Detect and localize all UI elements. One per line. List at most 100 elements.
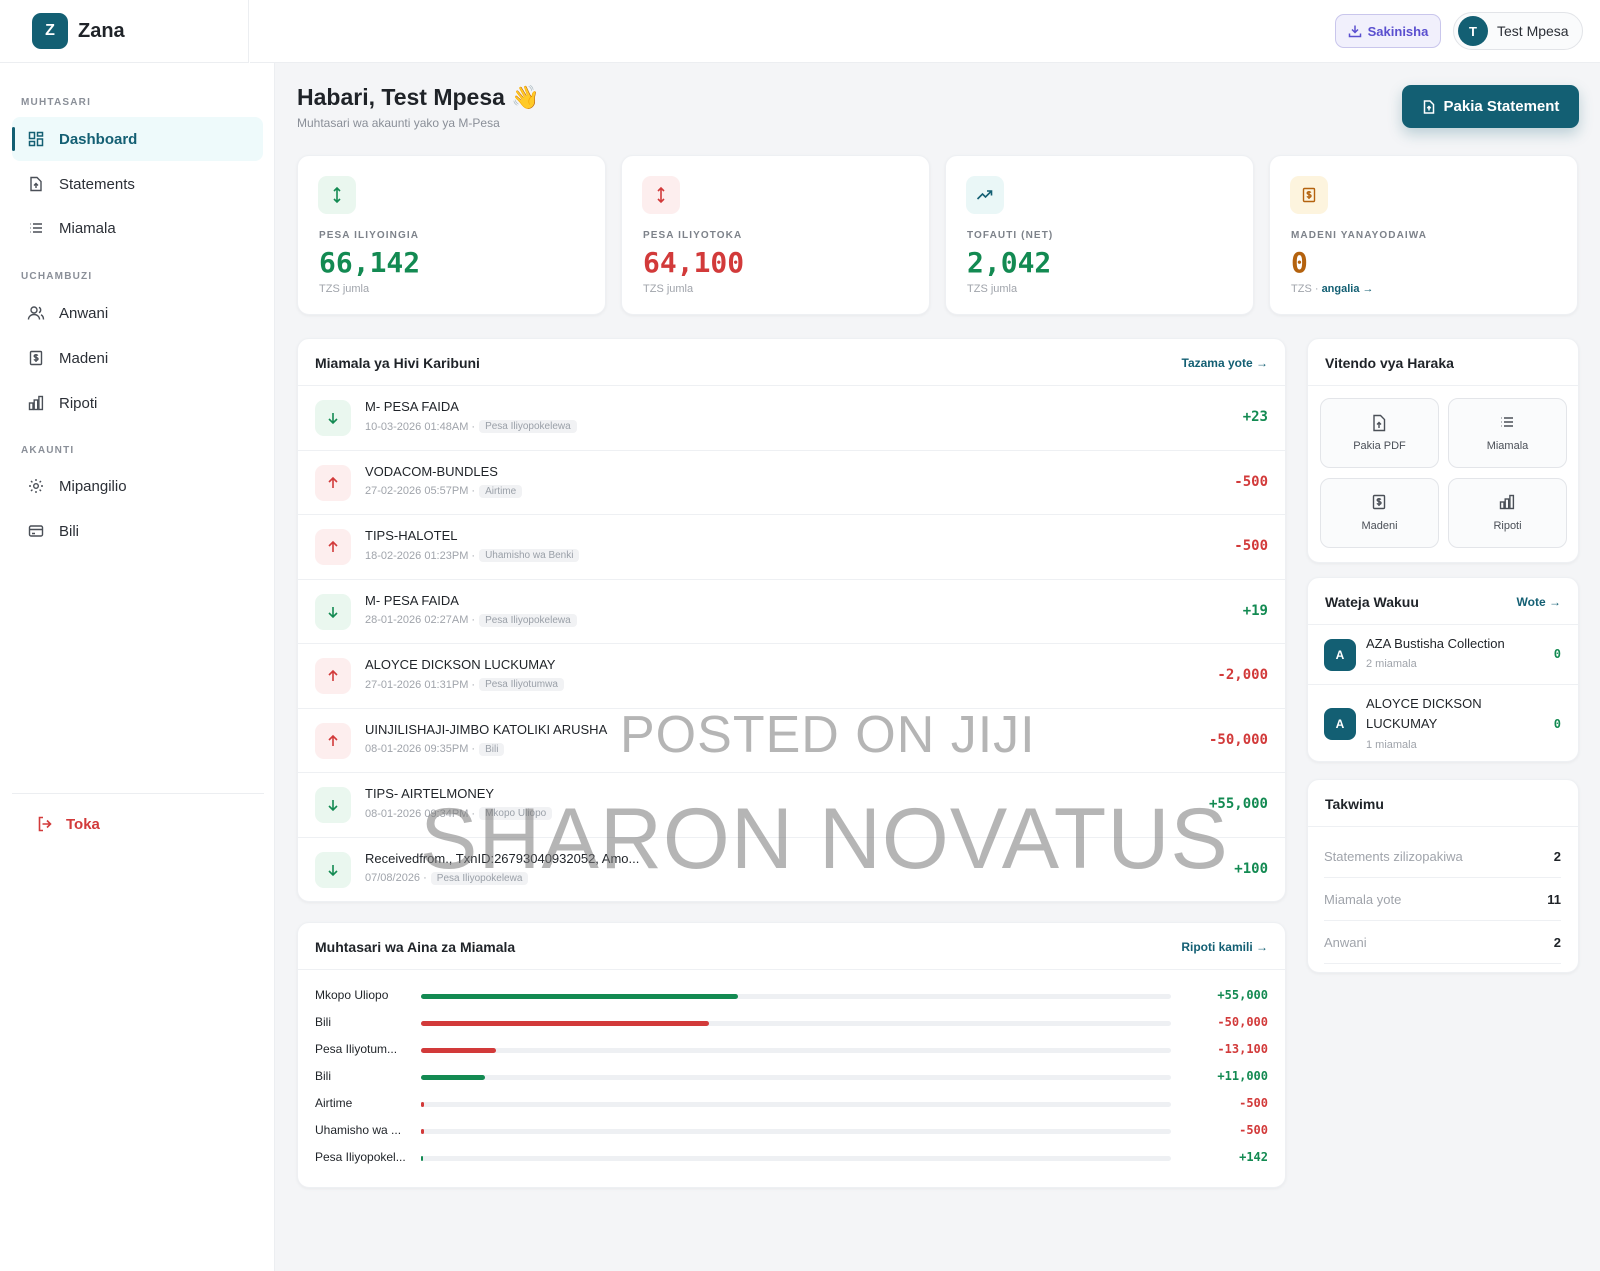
- transactions-button[interactable]: Miamala: [1448, 398, 1567, 468]
- summary-value: -13,100: [1217, 1042, 1268, 1056]
- sidebar-item-label: Mipangilio: [59, 477, 127, 495]
- arrow-up-icon: [315, 722, 351, 759]
- stat-card-outflow: PESA ILIYOTOKA 64,100 TZS jumla: [621, 155, 930, 315]
- brand[interactable]: Z Zana: [0, 0, 249, 63]
- summary-value: +142: [1239, 1150, 1268, 1164]
- stat-row-label: Anwani: [1324, 935, 1367, 950]
- sidebar-item-bili[interactable]: Bili: [12, 509, 263, 553]
- transaction-name: TIPS-HALOTEL: [365, 528, 458, 543]
- category-badge: Pesa Iliyotumwa: [479, 678, 564, 691]
- reports-button[interactable]: Ripoti: [1448, 478, 1567, 548]
- logout-label: Toka: [66, 815, 100, 833]
- transaction-date: 27-01-2026 01:31PM ·: [365, 678, 476, 691]
- upload-statement-button[interactable]: Pakia Statement: [1402, 85, 1579, 128]
- nav-section-uchambuzi: UCHAMBUZI: [21, 271, 93, 282]
- summary-value: +11,000: [1217, 1069, 1268, 1083]
- sidebar-item-miamala[interactable]: Miamala: [12, 206, 263, 250]
- view-all-transactions-link[interactable]: Tazama yote →: [1181, 356, 1268, 370]
- avatar: A: [1324, 708, 1356, 740]
- top-clients-card: Wateja Wakuu Wote → A AZA Bustisha Colle…: [1307, 577, 1579, 762]
- card-title: Takwimu: [1325, 796, 1384, 812]
- table-row[interactable]: M- PESA FAIDA 28-01-2026 02:27AM · Pesa Il…: [298, 578, 1285, 643]
- bar-chart-icon: [1499, 494, 1517, 512]
- stat-row-value: 2: [1553, 849, 1561, 864]
- sidebar: Z Zana MUHTASARI Dashboard Statements Mi…: [0, 0, 275, 1271]
- progress-fill: [421, 1021, 709, 1026]
- sidebar-item-mipangilio[interactable]: Mipangilio: [12, 464, 263, 508]
- progress-fill: [421, 1075, 485, 1080]
- table-row[interactable]: M- PESA FAIDA 10-03-2026 01:48AM · Pesa Il…: [298, 385, 1285, 449]
- transaction-date: 28-01-2026 02:27AM ·: [365, 614, 476, 626]
- client-sub: 1 miamala: [1366, 739, 1417, 751]
- progress-fill: [421, 994, 738, 999]
- table-row[interactable]: UINJILISHAJI-JIMBO KATOLIKI ARUSHA 08-01-…: [298, 707, 1285, 772]
- logout-button[interactable]: Toka: [36, 815, 100, 833]
- user-name: Test Mpesa: [1497, 23, 1569, 39]
- arrow-down-icon: [315, 593, 351, 630]
- sidebar-item-ripoti[interactable]: Ripoti: [12, 381, 263, 425]
- sidebar-item-anwani[interactable]: Anwani: [12, 291, 263, 335]
- stat-note: TZS jumla: [967, 283, 1018, 295]
- table-row[interactable]: VODACOM-BUNDLES 27-02-2026 05:57PM · Airti…: [298, 449, 1285, 514]
- table-row[interactable]: Receivedfrom., TxnID:26793040932052, Amo…: [298, 836, 1285, 901]
- transaction-amount: +23: [1242, 409, 1268, 425]
- table-row[interactable]: ALOYCE DICKSON LUCKUMAY 27-01-2026 01:31P…: [298, 643, 1285, 707]
- sidebar-item-statements[interactable]: Statements: [12, 162, 263, 206]
- nav-section-muhtasari: MUHTASARI: [21, 97, 92, 108]
- arrows-vertical-icon: [642, 176, 680, 214]
- stat-label: PESA ILIYOINGIA: [319, 230, 420, 241]
- summary-value: -500: [1239, 1096, 1268, 1110]
- transaction-date: 18-02-2026 01:23PM ·: [365, 549, 476, 562]
- arrow-up-icon: [315, 529, 351, 565]
- sidebar-item-dashboard[interactable]: Dashboard: [12, 117, 263, 161]
- upload-statement-label: Pakia Statement: [1443, 98, 1560, 115]
- nav-section-akaunti: AKAUNTI: [21, 445, 75, 456]
- table-row[interactable]: TIPS- AIRTELMONEY 08-01-2026 09:34PM · Mko…: [298, 772, 1285, 836]
- view-debts-link[interactable]: angalia →: [1321, 283, 1374, 295]
- transaction-meta: 08-01-2026 09:35PM · Bili: [365, 742, 505, 756]
- client-value: 0: [1553, 717, 1561, 731]
- transaction-summary-card: Muhtasari wa Aina za Miamala Ripoti kami…: [297, 922, 1286, 1188]
- summary-value: -50,000: [1217, 1015, 1268, 1029]
- stat-label: TOFAUTI (NET): [967, 230, 1054, 241]
- category-badge: Mkopo Uliopo: [479, 807, 553, 820]
- stat-row-value: 2: [1553, 935, 1561, 950]
- stat-card-net: TOFAUTI (NET) 2,042 TZS jumla: [945, 155, 1254, 315]
- sync-label: Sakinisha: [1367, 23, 1429, 39]
- receipt-icon: [1371, 494, 1389, 512]
- upload-pdf-button[interactable]: Pakia PDF: [1320, 398, 1439, 468]
- transaction-name: Receivedfrom., TxnID:26793040932052, Amo…: [365, 850, 640, 866]
- list-item[interactable]: A AZA Bustisha Collection 2 miamala 0: [1308, 624, 1578, 684]
- transaction-amount: -500: [1234, 538, 1268, 554]
- stat-row: Anwani 2: [1324, 922, 1561, 964]
- all-clients-link[interactable]: Wote →: [1516, 595, 1561, 609]
- stat-row: Miamala yote 11: [1324, 879, 1561, 921]
- debts-button[interactable]: Madeni: [1320, 478, 1439, 548]
- transaction-name: VODACOM-BUNDLES: [365, 463, 498, 479]
- stat-row-label: Miamala yote: [1324, 892, 1402, 907]
- user-menu[interactable]: T Test Mpesa: [1453, 12, 1583, 50]
- progress-track: [421, 1048, 1171, 1053]
- transaction-amount: -50,000: [1208, 731, 1268, 748]
- stat-row-label: Statements zilizopakiwa: [1324, 849, 1463, 864]
- sync-button[interactable]: Sakinisha: [1335, 14, 1441, 48]
- watermark-line-1: POSTED ON JIJI: [620, 706, 1036, 764]
- download-icon: [1348, 24, 1362, 38]
- divider: [1308, 826, 1578, 827]
- stat-row-value: 11: [1547, 892, 1561, 907]
- stat-note: TZS jumla: [319, 283, 370, 295]
- full-report-link[interactable]: Ripoti kamili →: [1181, 940, 1268, 954]
- transaction-name: TIPS- AIRTELMONEY: [365, 786, 495, 801]
- progress-track: [421, 994, 1171, 999]
- receipt-icon: [1290, 176, 1328, 214]
- category-badge: Bili: [479, 742, 505, 756]
- stat-value: 2,042: [967, 246, 1052, 279]
- list-item[interactable]: A ALOYCE DICKSON LUCKUMAY 1 miamala 0: [1308, 684, 1578, 762]
- client-value: 0: [1553, 647, 1561, 661]
- sidebar-item-madeni[interactable]: Madeni: [12, 336, 263, 380]
- quick-action-label: Pakia PDF: [1353, 440, 1406, 452]
- transaction-date: 08-01-2026 09:35PM ·: [365, 743, 476, 755]
- users-icon: [27, 304, 45, 322]
- arrow-down-icon: [315, 787, 351, 823]
- table-row[interactable]: TIPS-HALOTEL 18-02-2026 01:23PM · Uhamisho…: [298, 514, 1285, 578]
